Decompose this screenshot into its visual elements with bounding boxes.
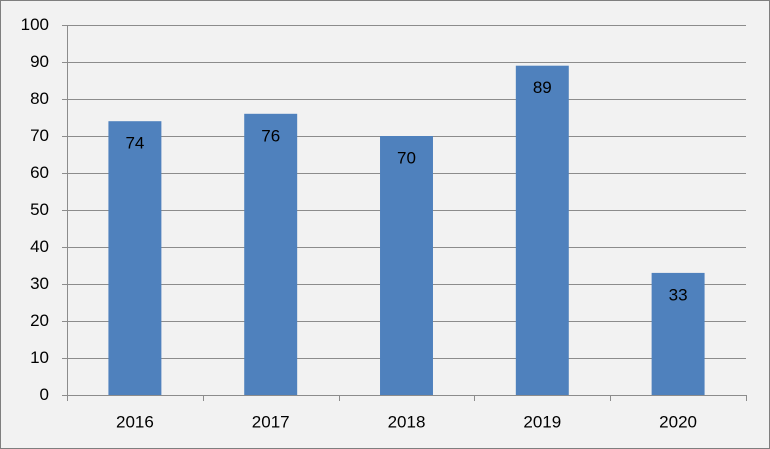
y-tick-label: 20 (30, 311, 49, 330)
x-tick-label: 2020 (659, 412, 697, 431)
y-tick-label: 70 (30, 126, 49, 145)
x-tick-label: 2016 (116, 412, 154, 431)
bar (515, 65, 569, 395)
bar (380, 136, 433, 395)
y-tick-label: 100 (21, 15, 49, 34)
y-tick-label: 0 (40, 385, 49, 404)
y-tick-label: 90 (30, 52, 49, 71)
y-tick-label: 50 (30, 200, 49, 219)
x-tick-label: 2019 (523, 412, 561, 431)
bar (108, 121, 162, 395)
data-label: 70 (397, 148, 416, 167)
data-label: 33 (669, 285, 688, 304)
bar (651, 272, 705, 395)
x-tick-label: 2017 (252, 412, 290, 431)
y-tick-label: 30 (30, 274, 49, 293)
data-label: 89 (533, 78, 552, 97)
data-label: 76 (261, 126, 280, 145)
y-tick-label: 10 (30, 348, 49, 367)
y-tick-label: 80 (30, 89, 49, 108)
x-tick-label: 2018 (388, 412, 426, 431)
y-tick-label: 60 (30, 163, 49, 182)
bar (244, 113, 298, 396)
y-tick-label: 40 (30, 237, 49, 256)
data-label: 74 (125, 134, 144, 153)
